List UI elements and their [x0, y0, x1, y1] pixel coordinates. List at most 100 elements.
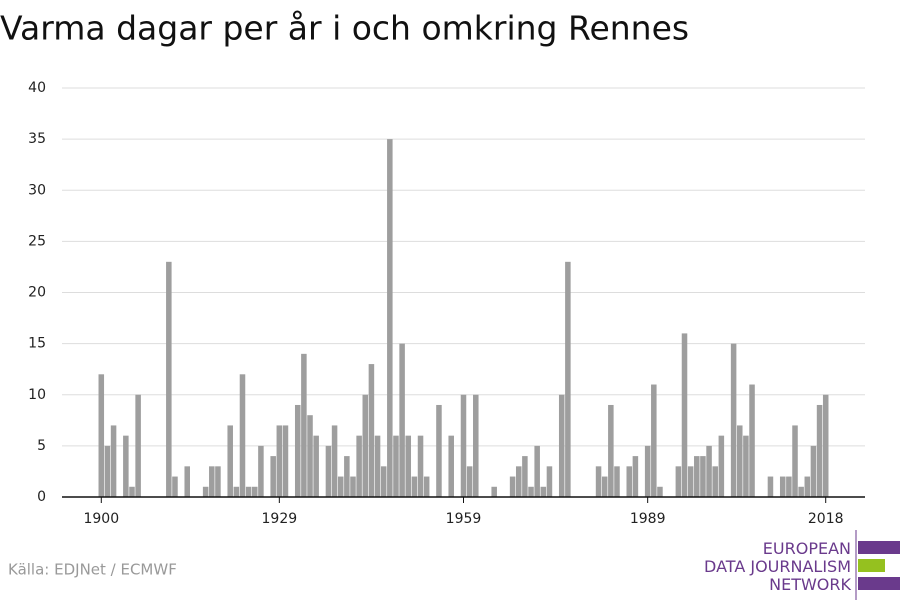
bar [644, 445, 651, 497]
bar [534, 445, 540, 497]
y-tick-label: 20 [28, 285, 46, 301]
bar [411, 476, 418, 497]
bar [804, 476, 811, 497]
bar [405, 435, 412, 497]
bar [270, 456, 276, 497]
bar [282, 425, 289, 497]
bar [233, 486, 240, 497]
bar [792, 425, 798, 497]
bar [356, 435, 362, 497]
bar [786, 476, 792, 497]
bar [595, 466, 602, 497]
bar [423, 476, 430, 497]
bar [436, 404, 442, 497]
bar [730, 343, 737, 497]
bar [632, 456, 639, 497]
bar [344, 456, 350, 497]
bar [712, 466, 718, 497]
bar [172, 476, 178, 497]
bar [743, 435, 749, 497]
bar [239, 374, 246, 497]
bar [301, 353, 307, 497]
bar [166, 261, 172, 497]
bar [460, 394, 467, 497]
bar [393, 435, 399, 497]
bar [350, 476, 356, 497]
logo-line: DATA JOURNALISM [704, 557, 851, 576]
bar [565, 261, 571, 497]
bar [515, 466, 522, 497]
bar [417, 435, 424, 497]
y-tick-label: 10 [28, 387, 46, 403]
bar [135, 394, 141, 497]
bar [700, 456, 706, 497]
bar [184, 466, 191, 497]
logo-line: NETWORK [769, 575, 851, 594]
y-tick-label: 0 [37, 489, 46, 505]
bar [307, 415, 313, 497]
x-tick-label: 1900 [83, 511, 119, 527]
logo-bar [858, 577, 900, 590]
bar [810, 445, 817, 497]
bar [325, 445, 332, 497]
bar [294, 404, 301, 497]
bar [657, 486, 663, 497]
bar [362, 394, 369, 497]
bar [509, 476, 516, 497]
bar [466, 466, 473, 497]
bar [694, 456, 700, 497]
bar [706, 445, 712, 497]
x-tick-label: 1989 [630, 511, 666, 527]
logo-line: EUROPEAN [763, 539, 851, 558]
chart-title: Varma dagar per år i och omkring Rennes [0, 9, 689, 48]
bar [374, 435, 381, 497]
y-tick-label: 30 [28, 182, 46, 198]
y-tick-label: 40 [28, 80, 46, 96]
bar [779, 476, 786, 497]
bar [681, 333, 688, 497]
bar [252, 486, 258, 497]
bar [675, 466, 682, 497]
y-tick-label: 15 [28, 336, 46, 352]
bar [749, 384, 755, 497]
bar [601, 476, 608, 497]
bar [258, 445, 264, 497]
y-tick-label: 25 [28, 233, 46, 249]
bar [209, 466, 215, 497]
x-tick-label: 2018 [808, 511, 844, 527]
bar [215, 466, 221, 497]
bar [129, 486, 135, 497]
bar [331, 425, 338, 497]
bar [798, 486, 804, 497]
bar [718, 435, 725, 497]
x-tick-label: 1929 [262, 511, 298, 527]
bar [368, 364, 375, 497]
bar [816, 404, 823, 497]
bar [245, 486, 252, 497]
bar [687, 466, 694, 497]
bar [491, 486, 497, 497]
bar [558, 394, 565, 497]
bar [227, 425, 233, 497]
bar [614, 466, 620, 497]
bar [110, 425, 117, 497]
bar [473, 394, 479, 497]
bar [522, 456, 528, 497]
bar [626, 466, 633, 497]
bar [337, 476, 344, 497]
bar [104, 445, 111, 497]
y-tick-label: 5 [37, 438, 46, 454]
logo-bar [858, 559, 885, 572]
bar [448, 435, 454, 497]
bar [528, 486, 534, 497]
bar [98, 374, 105, 497]
bar [540, 486, 547, 497]
bar [608, 404, 614, 497]
y-tick-label: 35 [28, 131, 46, 147]
bar [736, 425, 743, 497]
bar [767, 476, 774, 497]
x-tick-label: 1959 [446, 511, 482, 527]
bar [399, 343, 405, 497]
